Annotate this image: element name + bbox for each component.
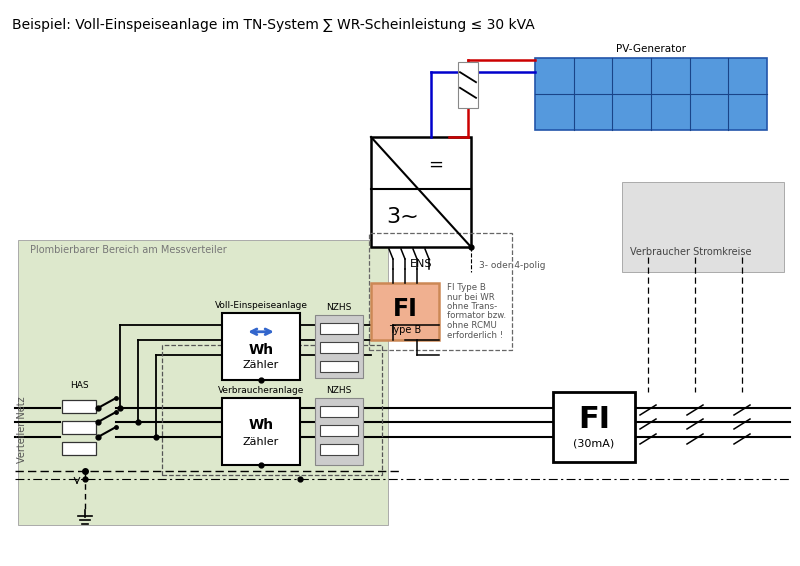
Bar: [162, 345, 382, 475]
Text: Wh: Wh: [249, 343, 274, 357]
Bar: [535, 58, 767, 130]
Text: Verbraucher Stromkreise: Verbraucher Stromkreise: [630, 247, 751, 257]
Text: NZHS: NZHS: [326, 303, 352, 312]
Bar: [458, 62, 478, 108]
Text: FI Type B: FI Type B: [447, 283, 486, 292]
Text: erforderlich !: erforderlich !: [447, 331, 503, 340]
Bar: [315, 315, 363, 378]
Bar: [622, 182, 784, 272]
Text: ENS: ENS: [410, 259, 432, 269]
Text: ohne Trans-: ohne Trans-: [447, 302, 498, 311]
Text: Beispiel: Voll-Einspeiseanlage im TN-System ∑ WR-Scheinleistung ≤ 30 kVA: Beispiel: Voll-Einspeiseanlage im TN-Sys…: [12, 18, 534, 32]
Text: Voll-Einspeiseanlage: Voll-Einspeiseanlage: [214, 301, 307, 310]
Text: Zähler: Zähler: [243, 436, 279, 447]
Bar: [222, 398, 300, 465]
Bar: [18, 240, 388, 525]
Text: 3~: 3~: [386, 207, 419, 228]
Bar: [320, 323, 358, 334]
Bar: [320, 444, 358, 455]
Text: formator bzw.: formator bzw.: [447, 311, 506, 320]
Bar: [369, 233, 512, 350]
Text: Verbraucheranlage: Verbraucheranlage: [218, 386, 304, 395]
Bar: [371, 283, 439, 340]
Bar: [320, 425, 358, 436]
Bar: [62, 400, 96, 413]
Bar: [222, 313, 300, 380]
Text: 3- oder 4-polig: 3- oder 4-polig: [479, 260, 546, 269]
Text: NZHS: NZHS: [326, 386, 352, 395]
Bar: [553, 392, 635, 462]
Bar: [62, 442, 96, 455]
Text: (30mA): (30mA): [574, 438, 614, 448]
Text: FI: FI: [578, 405, 610, 435]
Bar: [320, 406, 358, 417]
Bar: [371, 137, 471, 247]
Bar: [62, 421, 96, 434]
Bar: [320, 361, 358, 372]
Text: FI: FI: [393, 297, 418, 321]
Text: ohne RCMU: ohne RCMU: [447, 321, 497, 330]
Text: Zähler: Zähler: [243, 361, 279, 370]
Text: nur bei WR: nur bei WR: [447, 293, 494, 302]
Text: Verteiler Netz: Verteiler Netz: [17, 397, 27, 464]
Text: HAS: HAS: [70, 381, 88, 390]
Text: PV-Generator: PV-Generator: [616, 44, 686, 54]
Bar: [320, 342, 358, 353]
Bar: [315, 398, 363, 465]
Text: Type B: Type B: [389, 325, 421, 335]
Text: Wh: Wh: [249, 418, 274, 432]
Text: =: =: [429, 156, 443, 174]
Text: Plombierbarer Bereich am Messverteiler: Plombierbarer Bereich am Messverteiler: [30, 245, 226, 255]
